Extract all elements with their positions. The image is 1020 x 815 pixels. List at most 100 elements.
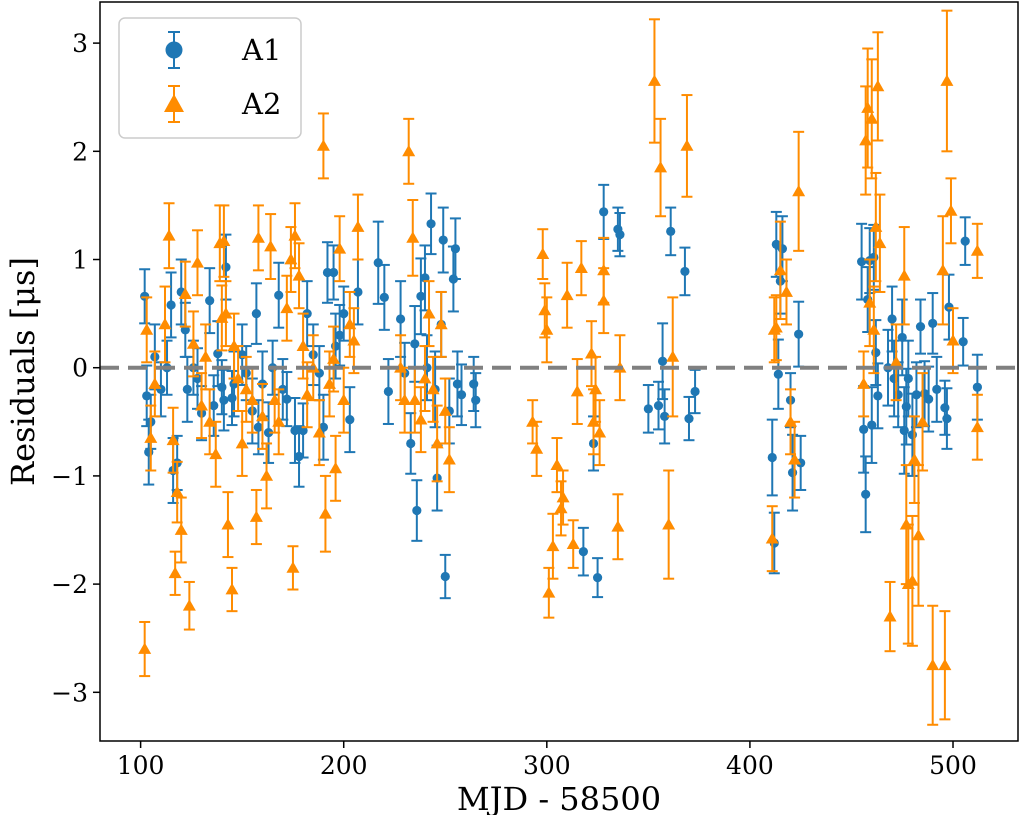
a1-point [338,285,350,342]
triangle-marker [347,334,361,346]
legend-circle-marker [165,41,183,59]
a2-point [158,285,172,364]
a2-point [871,31,885,142]
circle-marker [406,438,416,449]
a2-point [970,393,984,461]
triangle-marker [542,586,556,598]
circle-marker [426,219,436,229]
circle-marker [452,379,463,389]
a1-point [382,358,394,425]
x-tick-label: 400 [726,751,774,780]
plot-frame [99,1,1019,742]
circle-marker [871,347,881,358]
a2-point [792,130,806,252]
triangle-marker [318,507,332,519]
y-tick-label: −3 [51,678,88,707]
circle-marker [942,413,952,424]
circle-marker [873,391,883,401]
y-tick-label: −2 [51,570,88,599]
a2-point [203,388,217,456]
circle-marker [972,382,982,392]
a1-point [378,263,390,331]
triangle-marker [337,393,351,406]
circle-marker [290,425,300,436]
triangle-marker [333,242,347,254]
a1-point [659,388,671,445]
triangle-marker [593,426,607,438]
triangle-marker [178,287,192,300]
triangle-marker [550,458,564,470]
triangle-marker [916,415,930,427]
a1-point [679,246,691,297]
a2-point [897,226,911,326]
triangle-marker [231,372,245,384]
circle-marker [383,386,393,397]
circle-marker [666,226,676,236]
triangle-marker [434,317,448,330]
circle-marker [379,292,389,302]
a2-point [857,350,871,418]
a2-point [442,426,456,494]
triangle-marker [871,79,885,92]
a1-point [289,397,301,464]
a1-point [872,362,884,430]
a2-point [662,469,676,580]
triangle-marker [162,229,176,241]
a1-point [941,387,953,450]
circle-marker [958,337,968,347]
a2-point [936,215,950,326]
a2-point [647,18,661,144]
circle-marker [209,400,219,411]
a2-point [938,610,952,721]
a2-point [318,474,332,553]
triangle-marker [859,133,873,146]
y-tick-label: 1 [72,246,88,275]
a2-point [883,580,897,653]
a2-point [540,296,554,364]
a2-point [148,350,162,418]
y-tick-label: −1 [51,462,88,491]
a2-point [779,258,793,326]
circle-marker [940,403,950,413]
a2-point [138,620,152,678]
tick-layer: 100 200 300 400 500 −3 −2 −1 0 1 2 3 [51,29,977,780]
a1-point [860,455,872,534]
triangle-marker [566,537,580,549]
triangle-marker [260,469,274,481]
a2-point [286,545,300,591]
a2-point [905,514,919,647]
circle-marker [887,314,897,324]
a1-point [657,322,669,401]
triangle-marker [911,528,925,541]
triangle-marker [940,74,954,86]
circle-marker [182,384,192,394]
a1-point [577,526,589,577]
triangle-marker [597,294,611,306]
a2-point [316,112,330,180]
a2-point [168,550,182,596]
triangle-marker [560,288,574,301]
triangle-marker [316,139,330,151]
a1-point [927,292,939,355]
triangle-marker [255,409,269,422]
a1-point [766,418,778,497]
triangle-marker [300,388,314,400]
a1-point [902,339,914,418]
a2-point [217,204,231,278]
a1-point [439,553,451,600]
triangle-marker [312,426,326,438]
triangle-marker [873,236,887,249]
a2-point [264,213,278,280]
a2-point [251,204,265,272]
a2-point [162,202,176,270]
triangle-marker [408,393,422,406]
a2-point [402,117,416,185]
x-axis-label: MJD - 58500 [457,780,661,815]
legend: A1 A2 [118,17,302,139]
triangle-marker [897,269,911,281]
circle-marker [353,287,363,297]
a2-point [873,193,887,293]
a1-point [415,257,427,336]
a2-point [351,193,365,261]
legend-triangle-marker [164,94,184,112]
